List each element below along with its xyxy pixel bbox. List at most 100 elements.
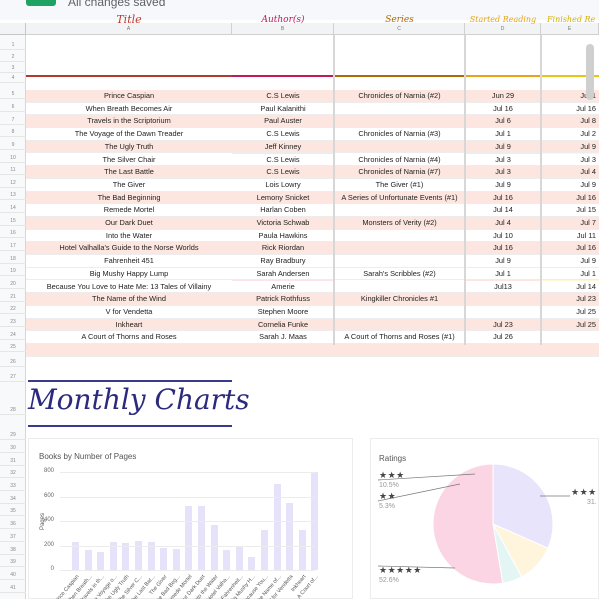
book-title-cell[interactable]: Hotel Valhalla's Guide to the Norse Worl… xyxy=(59,243,199,253)
pages-bar[interactable] xyxy=(198,506,205,570)
table-row[interactable]: The Name of the Wind Patrick Rothfuss King… xyxy=(26,293,599,306)
pages-bar[interactable] xyxy=(235,545,243,570)
book-title-cell[interactable]: The Silver Chair xyxy=(102,154,156,164)
finished-date-cell[interactable]: Jul 23 xyxy=(576,294,596,304)
pages-bar[interactable] xyxy=(223,550,231,570)
table-row[interactable]: V for Vendetta Stephen Moore Jul 25 xyxy=(26,305,599,319)
started-date-cell[interactable]: Jul13 xyxy=(494,281,512,291)
row-number[interactable]: 14 xyxy=(0,203,26,213)
table-row[interactable]: Our Dark Duet Victoria Schwab Monsters of … xyxy=(26,217,599,230)
started-date-cell[interactable]: Jul 16 xyxy=(493,103,513,113)
started-date-cell[interactable]: Jul 9 xyxy=(495,256,511,266)
started-date-cell[interactable]: Jul 10 xyxy=(493,230,513,240)
table-row[interactable]: The Ugly Truth Jeff Kinney Jul 9 Jul 9 xyxy=(26,140,599,154)
book-title-cell[interactable]: When Breath Becomes Air xyxy=(85,103,173,113)
finished-date-cell[interactable]: Jul 7 xyxy=(580,218,596,227)
author-cell[interactable]: Paul Kalanithi xyxy=(260,103,306,113)
series-cell[interactable]: Chronicles of Narnia (#7) xyxy=(358,167,441,177)
table-row[interactable]: The Bad Beginning Lemony Snicket A Series … xyxy=(26,191,599,205)
series-cell[interactable] xyxy=(334,306,465,319)
pages-bar[interactable] xyxy=(248,556,256,570)
finished-date-cell[interactable] xyxy=(541,331,599,344)
row-number[interactable]: 11 xyxy=(0,165,26,175)
table-row[interactable]: The Voyage of the Dawn Treader C.S Lewis C… xyxy=(26,128,599,141)
book-title-cell[interactable]: The Voyage of the Dawn Treader xyxy=(74,129,184,139)
author-cell[interactable]: Lemony Snicket xyxy=(256,192,310,202)
author-cell[interactable]: Amerie xyxy=(271,281,295,291)
author-cell[interactable]: Paul Auster xyxy=(264,116,302,126)
row-number[interactable]: 15 xyxy=(0,216,26,226)
finished-date-cell[interactable]: Jul 25 xyxy=(576,306,596,316)
started-date-cell[interactable]: Jul 9 xyxy=(495,179,511,189)
book-title-cell[interactable]: Prince Caspian xyxy=(103,91,155,100)
row-number[interactable]: 1 xyxy=(0,40,26,50)
pages-bar[interactable] xyxy=(122,543,130,570)
started-date-cell[interactable]: Jul 26 xyxy=(493,332,513,342)
pages-bar[interactable] xyxy=(135,540,142,570)
row-number[interactable]: 18 xyxy=(0,254,26,264)
table-row[interactable]: A Court of Thorns and Roses Sarah J. Maas… xyxy=(26,331,599,344)
pie-slice[interactable] xyxy=(492,463,554,549)
series-cell[interactable] xyxy=(334,115,465,128)
finished-date-cell[interactable]: Jul 9 xyxy=(580,179,596,189)
author-cell[interactable]: Patrick Rothfuss xyxy=(256,294,310,304)
book-title-cell[interactable]: The Giver xyxy=(112,179,146,189)
header-title[interactable]: Title xyxy=(116,13,142,26)
author-cell[interactable]: Victoria Schwab xyxy=(256,218,310,227)
pages-bar[interactable] xyxy=(210,524,218,570)
book-title-cell[interactable]: Because You Love to Hate Me: 13 Tales of… xyxy=(46,281,212,291)
row-number[interactable]: 23 xyxy=(0,317,26,327)
row-number[interactable]: 19 xyxy=(0,266,26,276)
book-title-cell[interactable]: The Bad Beginning xyxy=(97,192,161,202)
pages-bar[interactable] xyxy=(172,549,180,570)
series-cell[interactable] xyxy=(334,281,465,294)
sheets-logo-icon[interactable] xyxy=(26,0,56,6)
book-title-cell[interactable]: Travels in the Scriptorium xyxy=(87,116,171,126)
finished-date-cell[interactable]: Jul 11 xyxy=(576,230,596,240)
author-cell[interactable]: Rick Riordan xyxy=(261,243,305,253)
pages-bar[interactable] xyxy=(84,550,92,570)
pie-slice[interactable] xyxy=(432,463,504,585)
pages-bar[interactable] xyxy=(185,506,193,570)
series-cell[interactable] xyxy=(334,230,465,243)
series-cell[interactable]: A Court of Thorns and Roses (#1) xyxy=(344,332,455,342)
started-date-cell[interactable]: Jul 16 xyxy=(493,192,513,202)
empty-row[interactable] xyxy=(26,344,599,357)
table-row[interactable]: Inkheart Cornelia Funke Jul 23 Jul 25 xyxy=(26,318,599,332)
started-date-cell[interactable]: Jul 23 xyxy=(493,319,513,329)
finished-date-cell[interactable]: Jul 16 xyxy=(576,103,596,113)
header-author[interactable]: Author(s) xyxy=(261,15,305,25)
series-cell[interactable]: Chronicles of Narnia (#2) xyxy=(358,91,441,100)
pages-bar[interactable] xyxy=(298,529,306,570)
row-number[interactable]: 16 xyxy=(0,228,26,238)
started-date-cell[interactable]: Jun 29 xyxy=(491,91,515,100)
pages-bar[interactable] xyxy=(109,541,117,570)
header-started[interactable]: Started Reading xyxy=(469,15,537,24)
book-title-cell[interactable]: Into the Water xyxy=(105,230,153,240)
row-number[interactable]: 38 xyxy=(0,545,26,555)
row-number[interactable]: 30 xyxy=(0,443,26,453)
column-header-a[interactable]: A xyxy=(26,23,232,35)
row-number[interactable]: 2 xyxy=(0,52,26,62)
finished-date-cell[interactable]: Jul 14 xyxy=(576,281,596,291)
row-number[interactable]: 27 xyxy=(0,372,26,382)
finished-date-cell[interactable]: Jul 9 xyxy=(580,141,596,151)
header-series[interactable]: Series xyxy=(385,15,414,25)
select-all-corner[interactable] xyxy=(0,23,26,35)
series-cell[interactable] xyxy=(334,242,465,255)
started-date-cell[interactable] xyxy=(465,293,541,306)
row-number[interactable]: 31 xyxy=(0,456,26,466)
column-header-c[interactable]: C xyxy=(334,23,465,35)
book-title-cell[interactable]: Big Mushy Happy Lump xyxy=(89,268,169,278)
pages-bar[interactable] xyxy=(160,547,168,570)
table-row[interactable]: Remede Mortel Harlan Coben Jul 14 Jul 15 xyxy=(26,204,599,217)
author-cell[interactable]: Cornelia Funke xyxy=(257,319,309,329)
row-number[interactable]: 6 xyxy=(0,102,26,112)
row-number[interactable]: 33 xyxy=(0,481,26,491)
row-number[interactable]: 28 xyxy=(0,405,26,415)
finished-date-cell[interactable]: Jul 16 xyxy=(576,192,596,202)
finished-date-cell[interactable]: Jul 8 xyxy=(580,116,596,126)
pages-bar[interactable] xyxy=(286,502,294,570)
row-number[interactable]: 39 xyxy=(0,557,26,567)
book-title-cell[interactable]: V for Vendetta xyxy=(105,306,153,316)
